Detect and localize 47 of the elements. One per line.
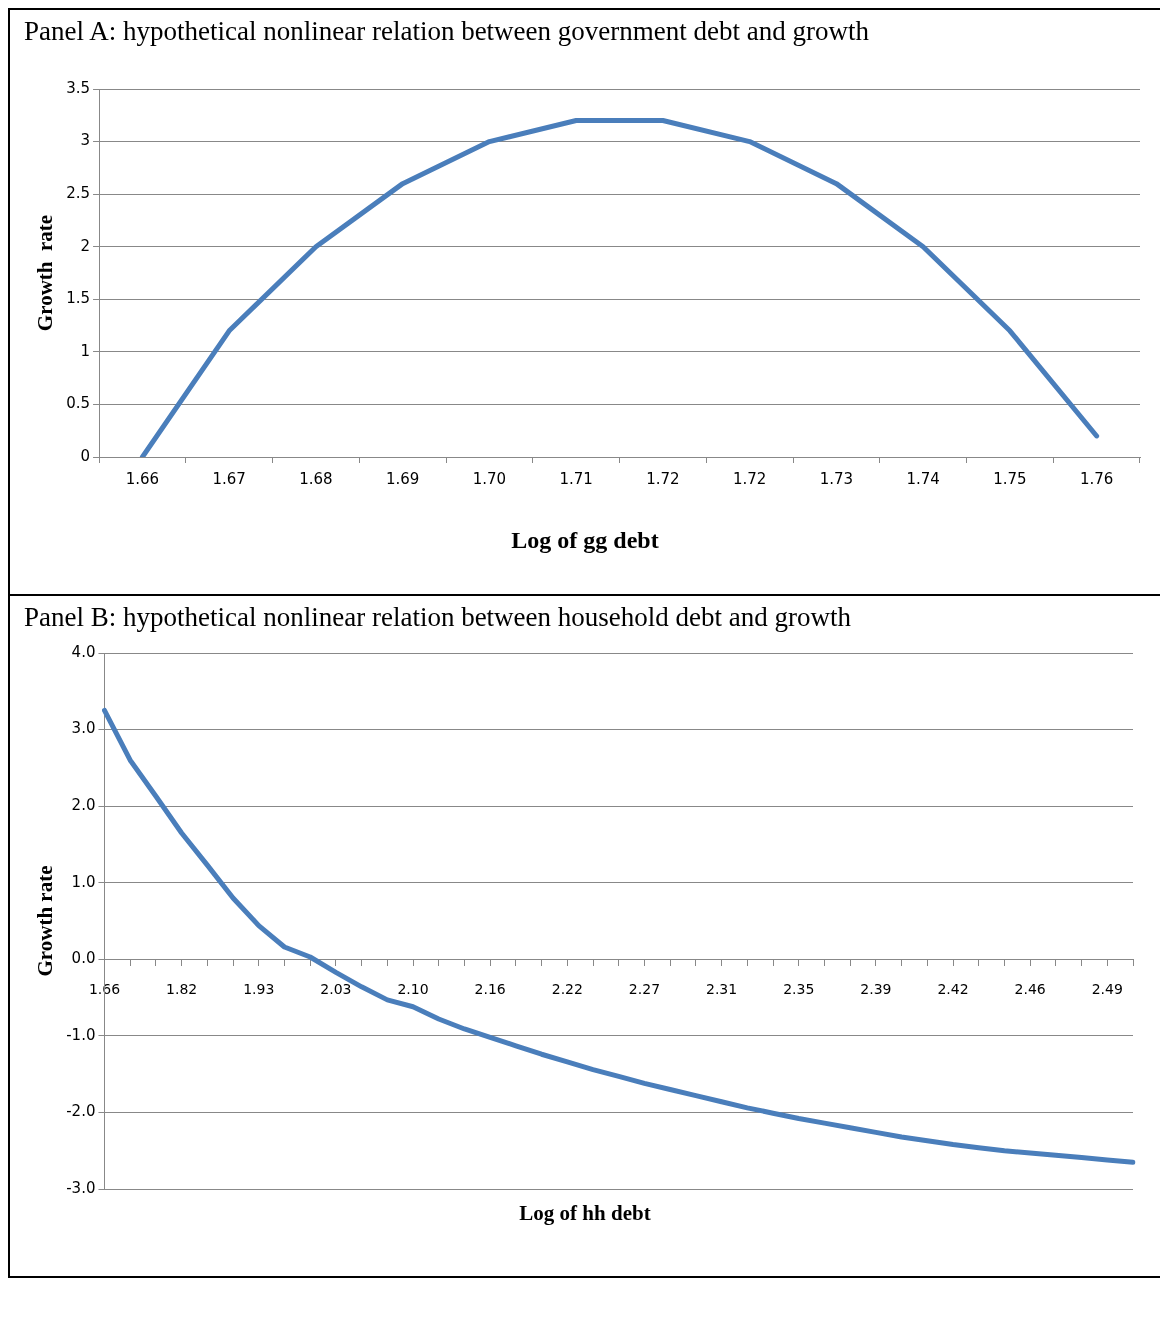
- x-tick-label: 2.10: [397, 981, 429, 998]
- x-tick-label: 1.82: [166, 981, 198, 998]
- x-axis-title: Log of hh debt: [518, 1201, 652, 1227]
- x-tick-label: 1.67: [212, 469, 246, 488]
- y-tick-label: 1: [80, 341, 91, 360]
- y-axis-title: Growth rate: [33, 214, 58, 332]
- y-tick-label: 3.5: [66, 78, 91, 97]
- x-tick-label: 1.72: [732, 469, 767, 488]
- x-tick-label: 2.49: [1091, 981, 1123, 998]
- x-tick-label: 1.71: [559, 469, 593, 488]
- x-tick-label: 2.27: [628, 981, 661, 998]
- y-tick-label: 2.5: [66, 184, 91, 203]
- x-tick-label: 2.39: [860, 981, 892, 998]
- x-tick-label: 1.75: [993, 469, 1027, 488]
- x-tick-label: 1.72: [646, 469, 680, 488]
- x-tick-label: 2.31: [706, 981, 738, 998]
- y-axis-title: Growth rate: [33, 865, 58, 977]
- y-tick-label: 2.0: [71, 796, 96, 815]
- x-tick-label: 1.93: [243, 981, 275, 998]
- x-tick-label: 2.46: [1014, 981, 1046, 998]
- y-tick-label: 3.0: [71, 719, 96, 738]
- y-tick-label: 1.5: [66, 289, 91, 308]
- y-tick-label: -1.0: [66, 1025, 96, 1044]
- x-tick-label: 1.69: [385, 469, 420, 488]
- chart-title: Panel B: hypothetical nonlinear relation between household debt and growth: [24, 602, 853, 633]
- y-tick-label: -2.0: [66, 1102, 96, 1121]
- y-tick-label: 0.5: [66, 394, 91, 413]
- x-tick-label: 1.76: [1079, 469, 1114, 488]
- x-tick-label: 1.74: [906, 469, 940, 488]
- y-tick-label: 1.0: [71, 872, 96, 891]
- x-tick-label: 1.66: [125, 469, 160, 488]
- chart-title: Panel A: hypothetical nonlinear relation between government debt and growth: [24, 16, 870, 47]
- y-tick-label: 0: [80, 446, 91, 465]
- x-tick-label: 1.68: [299, 469, 333, 488]
- x-tick-label: 2.22: [551, 981, 583, 998]
- y-tick-label: 3: [80, 131, 91, 150]
- x-tick-label: 2.35: [783, 981, 815, 998]
- x-tick-label: 2.16: [474, 981, 506, 998]
- x-tick-label: 1.70: [472, 469, 507, 488]
- y-tick-label: 2: [80, 236, 91, 255]
- y-tick-label: 0.0: [71, 949, 96, 968]
- y-tick-label: -3.0: [66, 1178, 96, 1197]
- y-tick-label: 4.0: [71, 642, 96, 661]
- x-tick-label: 2.42: [937, 981, 969, 998]
- x-tick-label: 1.73: [819, 469, 854, 488]
- x-axis-title: Log of gg debt: [510, 526, 660, 555]
- x-tick-label: 2.03: [320, 981, 352, 998]
